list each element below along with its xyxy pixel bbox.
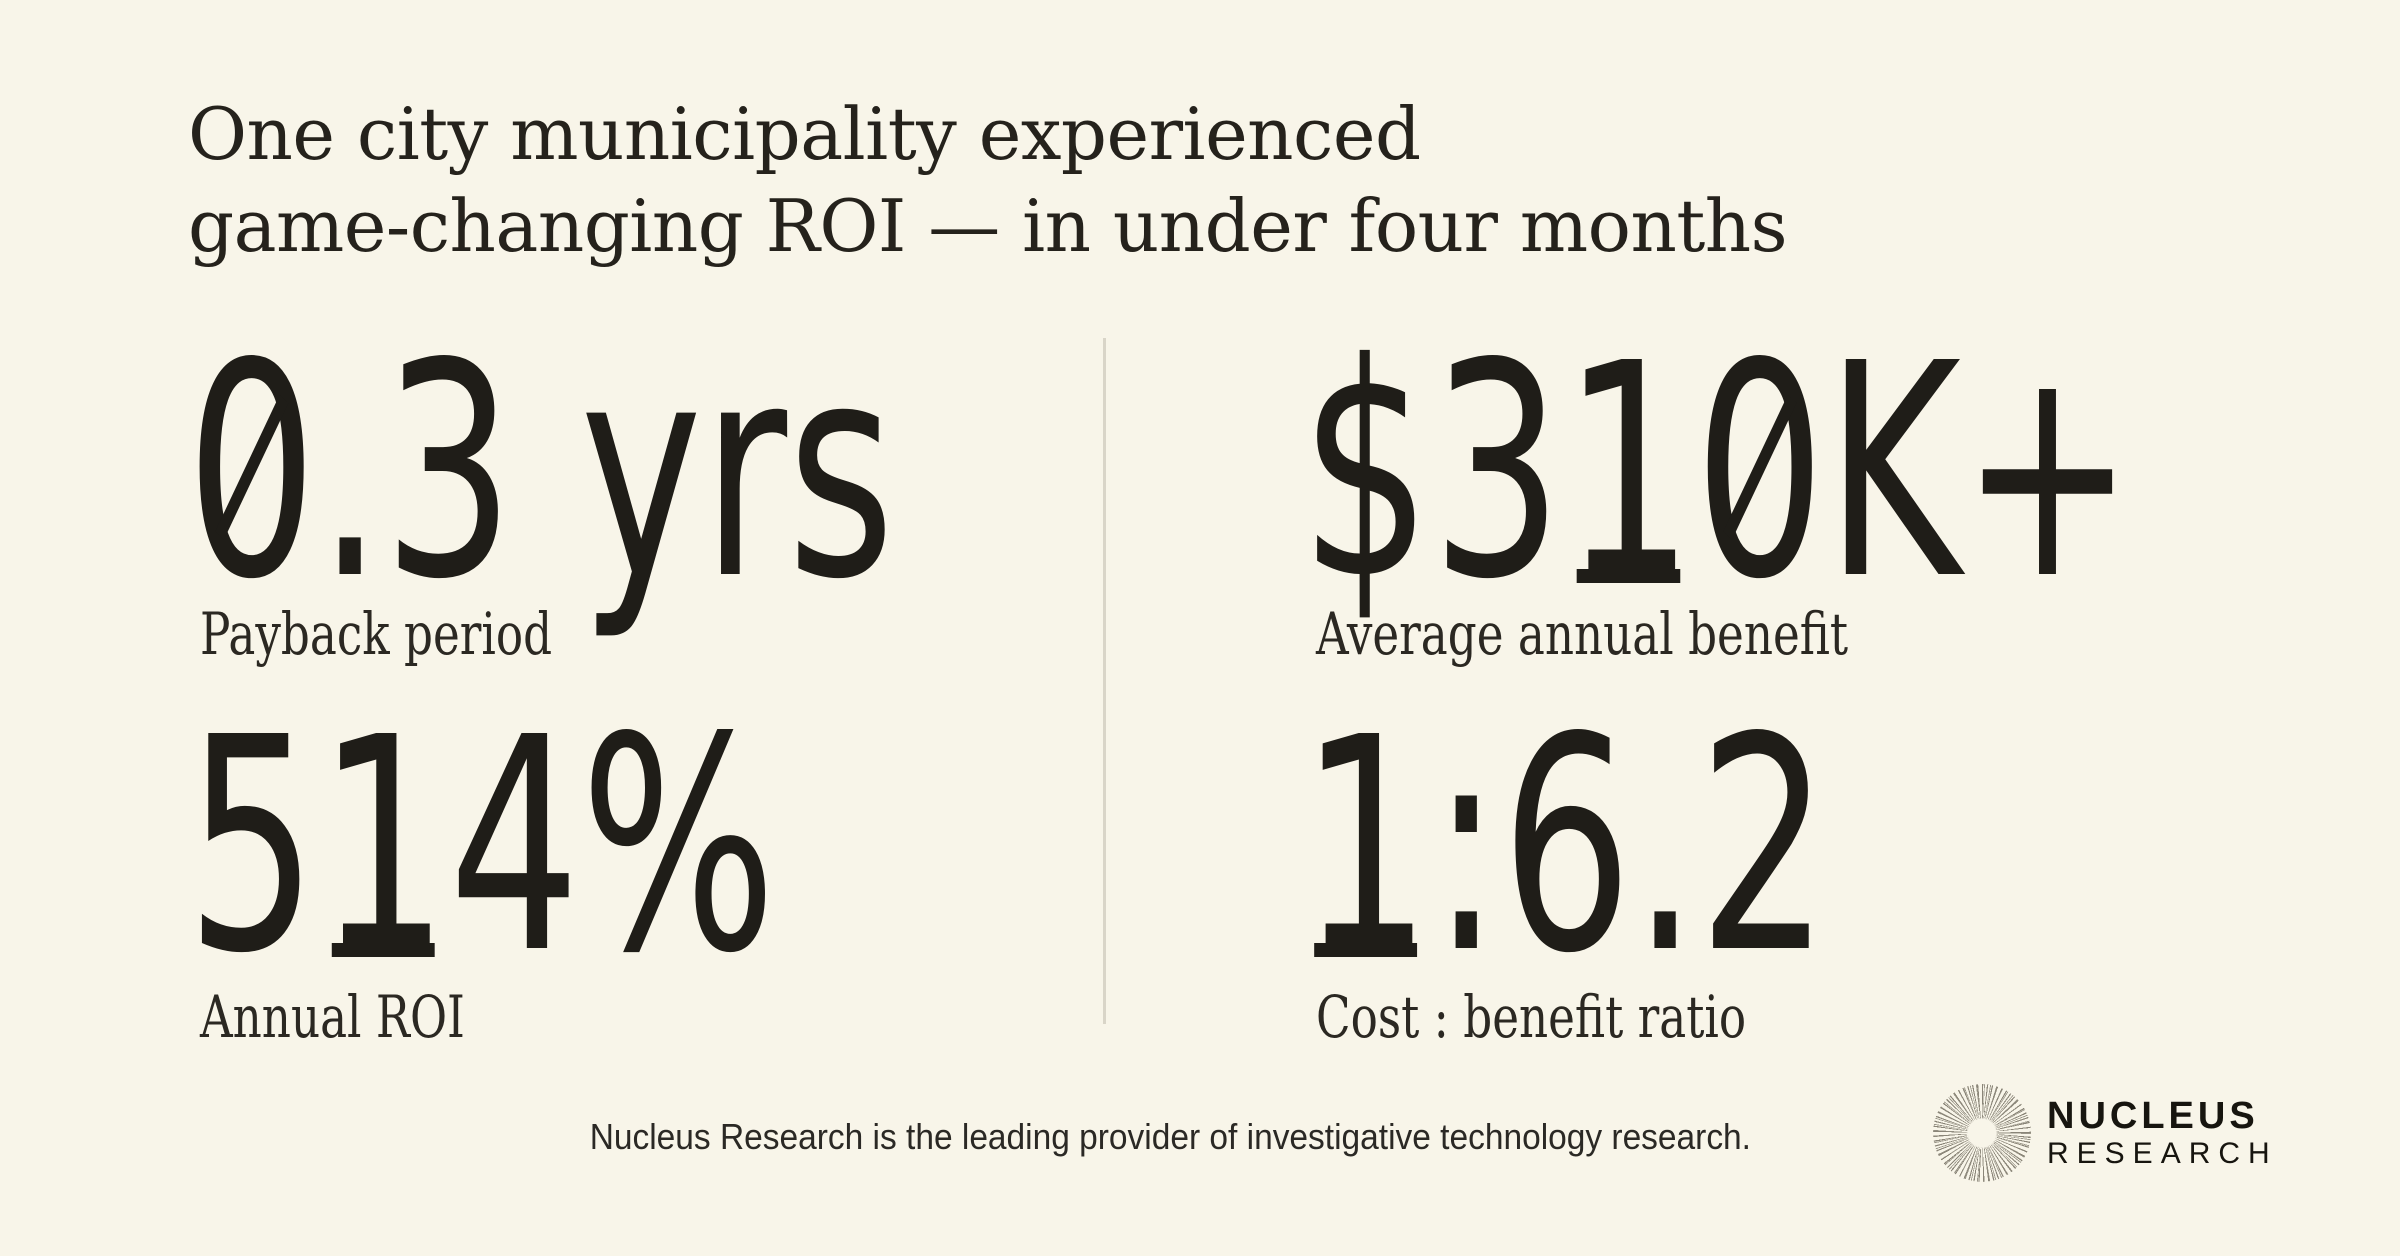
stat-benefit-label: Average annual benefit xyxy=(1316,600,1849,668)
footer-tagline: Nucleus Research is the leading provider… xyxy=(0,1117,2400,1157)
headline-line-2: game-changing ROI — in under four months xyxy=(188,184,1788,268)
stat-roi-value: 514% xyxy=(186,674,777,1018)
stat-roi-label: Annual ROI xyxy=(200,983,465,1051)
headline-line-1: One city municipality experienced xyxy=(188,92,1421,176)
starburst-icon xyxy=(1933,1084,2031,1182)
stat-ratio-value: 1:6.2 xyxy=(1300,674,1830,1018)
stat-benefit-value: $310K+ xyxy=(1300,300,2135,644)
stat-payback-label: Payback period xyxy=(200,600,553,668)
logo-wordmark: NUCLEUS RESEARCH xyxy=(2047,1096,2278,1171)
nucleus-research-logo: NUCLEUS RESEARCH xyxy=(1933,1084,2278,1182)
footer-tagline-text: Nucleus Research is the leading provider… xyxy=(589,1116,1751,1157)
logo-wordmark-nucleus: NUCLEUS xyxy=(2047,1094,2259,1137)
stat-payback-value: 0.3 yrs xyxy=(186,300,895,644)
column-divider xyxy=(1103,338,1106,1024)
logo-wordmark-research: RESEARCH xyxy=(2047,1136,2278,1170)
headline: One city municipality experienced game-c… xyxy=(188,88,1788,272)
stat-ratio-label: Cost : benefit ratio xyxy=(1316,983,1747,1051)
